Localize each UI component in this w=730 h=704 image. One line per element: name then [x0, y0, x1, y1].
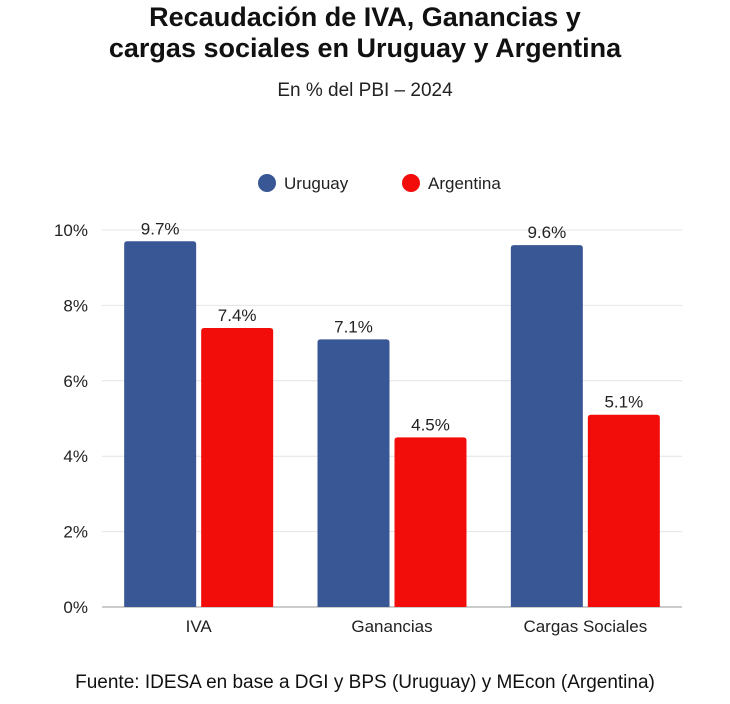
y-tick-label: 2%: [63, 523, 88, 542]
y-tick-label: 4%: [63, 447, 88, 466]
source-note: Fuente: IDESA en base a DGI y BPS (Urugu…: [75, 672, 655, 693]
chart-title: Recaudación de IVA, Ganancias y cargas s…: [0, 2, 730, 64]
bar-argentina: [201, 328, 274, 607]
data-label: 7.1%: [334, 317, 373, 336]
legend-marker-uruguay: [258, 174, 276, 192]
y-tick-label: 0%: [63, 598, 88, 617]
x-tick-label: Ganancias: [351, 617, 432, 636]
bar-argentina: [394, 437, 467, 607]
data-label: 9.6%: [527, 223, 566, 242]
y-tick-label: 10%: [54, 221, 88, 240]
title-line-2: cargas sociales en Uruguay y Argentina: [108, 33, 622, 63]
legend-marker-argentina: [402, 174, 420, 192]
legend-label: Argentina: [428, 174, 501, 193]
bar-argentina: [587, 414, 660, 607]
y-tick-label: 8%: [63, 296, 88, 315]
x-tick-label: IVA: [186, 617, 213, 636]
legend-label: Uruguay: [284, 174, 349, 193]
title-line-1: Recaudación de IVA, Ganancias y: [149, 2, 581, 32]
bar-uruguay: [124, 241, 197, 607]
chart-subtitle: En % del PBI – 2024: [277, 80, 453, 101]
x-tick-label: Cargas Sociales: [523, 617, 647, 636]
data-label: 4.5%: [411, 415, 450, 434]
data-label: 9.7%: [141, 219, 180, 238]
bar-uruguay: [510, 245, 583, 607]
y-tick-label: 6%: [63, 372, 88, 391]
data-label: 5.1%: [604, 393, 643, 412]
data-label: 7.4%: [218, 306, 257, 325]
bar-uruguay: [317, 339, 390, 607]
